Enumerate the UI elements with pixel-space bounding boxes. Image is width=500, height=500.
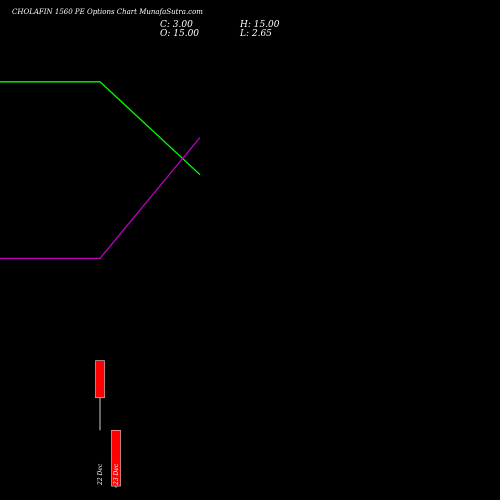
close-value: C: 3.00: [160, 20, 193, 30]
chart-title: CHOLAFIN 1560 PE Options Chart MunafaSut…: [12, 8, 203, 16]
candle-body: [95, 360, 105, 399]
x-tick-label: 23 Dec: [113, 463, 120, 486]
candle-1: [95, 360, 105, 431]
open-value: O: 15.00: [160, 29, 200, 39]
overlay-line-1: [0, 81, 201, 176]
high-value: H: 15.00: [240, 20, 280, 30]
low-value: L: 2.65: [240, 29, 272, 39]
candle-2: [111, 430, 121, 488]
x-tick-label: 22 Dec: [97, 463, 104, 486]
candle-body: [111, 430, 121, 487]
overlay-line-2: [0, 137, 201, 260]
